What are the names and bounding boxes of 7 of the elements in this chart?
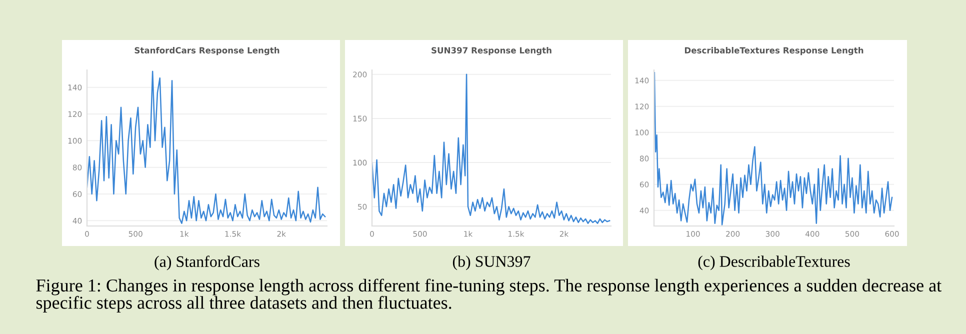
- x-axis-title: (b) SUN397: [452, 256, 530, 270]
- caption: Figure 1: Changes in response length across different fine-tuning steps. The response length experiences a sudden decrease at specific steps across all three datasets and then fluctuates.: [36, 278, 942, 312]
- x-axis-title: (c) DescribableTextures: [698, 256, 850, 270]
- chart-title: DescribableTextures Response Length: [684, 47, 864, 56]
- chart-title: StanfordCars Response Length: [134, 47, 280, 56]
- x-axis-title: (a) StanfordCars: [154, 256, 260, 270]
- chart-title: SUN397 Response Length: [432, 47, 552, 56]
